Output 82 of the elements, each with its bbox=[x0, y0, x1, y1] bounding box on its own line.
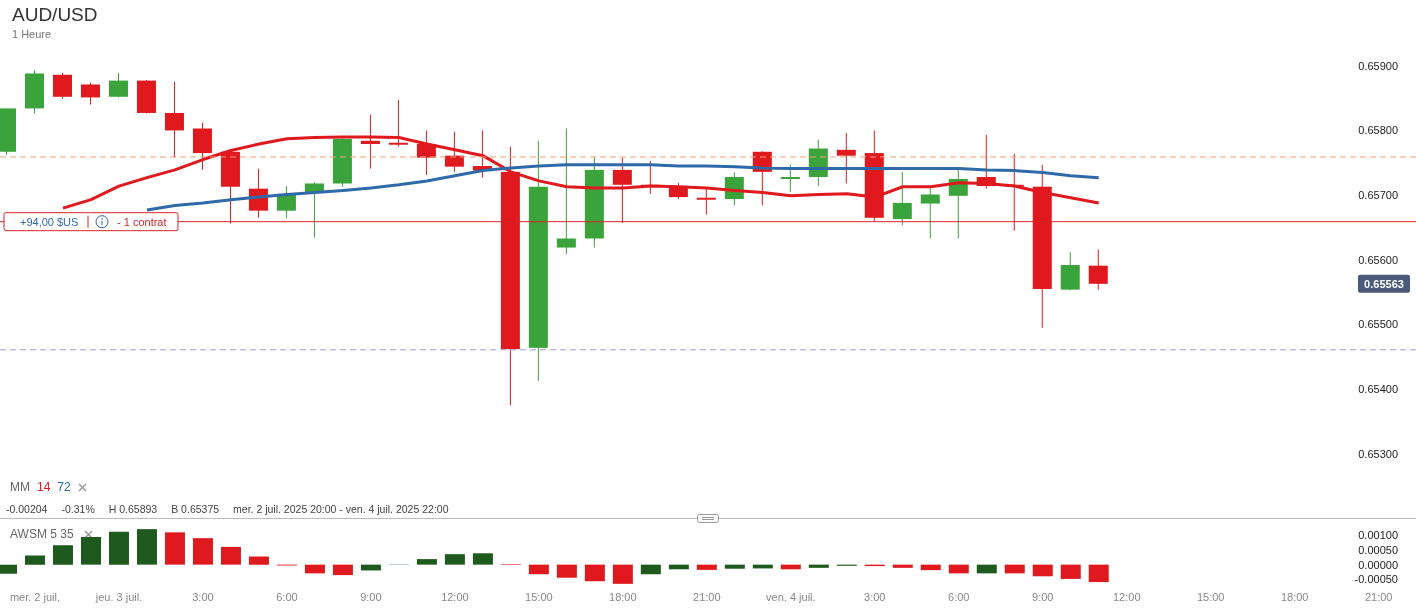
bar bbox=[52, 545, 73, 565]
bar bbox=[556, 564, 577, 578]
candlestick bbox=[836, 132, 856, 184]
candlestick bbox=[780, 164, 800, 193]
x-tick-label: 15:00 bbox=[1196, 590, 1225, 603]
bar bbox=[1060, 564, 1081, 579]
legend-title: MM bbox=[10, 480, 30, 494]
bar bbox=[444, 554, 465, 565]
bar bbox=[1004, 564, 1025, 574]
x-tick-label: 21:00 bbox=[1364, 590, 1393, 603]
text: B 0.65375 bbox=[171, 503, 220, 515]
text: AWSM 5 35 bbox=[10, 527, 74, 541]
bar bbox=[584, 564, 605, 582]
y-tick-label: 0.65500 bbox=[1358, 318, 1398, 331]
bar bbox=[304, 564, 325, 574]
y-tick-label: 0.65900 bbox=[1358, 59, 1398, 72]
x-tick-label: jeu. 3 juil. bbox=[94, 590, 143, 603]
y-tick-label: 0.65800 bbox=[1358, 124, 1398, 137]
x-tick-label: 21:00 bbox=[693, 590, 721, 603]
candlestick bbox=[556, 127, 576, 255]
text: H 0.65893 bbox=[108, 503, 158, 515]
x-tick-label: 12:00 bbox=[441, 590, 469, 603]
annotation: 0.65563 bbox=[1364, 277, 1404, 290]
bar bbox=[948, 564, 969, 574]
annotation: - 1 contrat bbox=[117, 215, 167, 228]
y-tick-label: 0.65300 bbox=[1358, 447, 1398, 460]
bar bbox=[25, 555, 45, 565]
y-tick-label: 0.00000 bbox=[1358, 558, 1398, 571]
bar bbox=[976, 564, 997, 574]
bar bbox=[416, 559, 437, 565]
bar bbox=[80, 537, 101, 565]
candlestick bbox=[52, 72, 72, 100]
bar bbox=[472, 553, 493, 565]
bar bbox=[528, 564, 549, 575]
x-tick-label: ven. 4 juil. bbox=[766, 590, 816, 603]
text: 72 bbox=[57, 480, 71, 494]
candlestick bbox=[1088, 249, 1108, 291]
bar bbox=[248, 556, 269, 565]
y-tick-label: 0.00100 bbox=[1358, 529, 1398, 542]
bar bbox=[640, 564, 661, 575]
bar bbox=[192, 538, 213, 565]
y-tick-label: 0.00050 bbox=[1358, 544, 1398, 556]
x-tick-label: 3:00 bbox=[864, 590, 886, 603]
bar bbox=[920, 564, 941, 571]
x-tick-label: 6:00 bbox=[948, 590, 970, 603]
bar bbox=[220, 546, 241, 565]
bar bbox=[808, 564, 829, 568]
x-tick-label: 6:00 bbox=[276, 590, 298, 603]
candlestick bbox=[164, 81, 184, 159]
y-tick-label: 0.65400 bbox=[1358, 383, 1398, 396]
ref-line-label: +94,00 $US bbox=[20, 215, 79, 228]
candlestick bbox=[108, 72, 128, 98]
bar bbox=[164, 532, 185, 565]
bar bbox=[724, 564, 745, 569]
y-tick-label: 0.65700 bbox=[1358, 189, 1398, 202]
text: 1 Heure bbox=[12, 28, 52, 40]
y-tick-label: 0.65600 bbox=[1358, 253, 1398, 266]
x-tick-label: 12:00 bbox=[1112, 590, 1141, 603]
bar bbox=[612, 564, 633, 584]
x-tick-label: 18:00 bbox=[1280, 590, 1309, 603]
x-tick-label: 3:00 bbox=[192, 590, 214, 603]
candlestick bbox=[920, 185, 940, 239]
x-tick-label: mer. 2 juil. bbox=[9, 590, 61, 603]
x-tick-label: 15:00 bbox=[525, 590, 553, 603]
x-tick-label: 9:00 bbox=[1032, 590, 1054, 603]
x-tick-label: 18:00 bbox=[609, 590, 637, 603]
bar bbox=[108, 531, 129, 565]
text: mer. 2 juil. 2025 20:00 - ven. 4 juil. 2025 22:00 bbox=[233, 503, 449, 515]
bar bbox=[332, 564, 353, 576]
bar bbox=[892, 564, 913, 568]
candlestick bbox=[892, 171, 912, 227]
bar bbox=[1032, 564, 1053, 577]
x-tick-label: 9:00 bbox=[360, 590, 382, 603]
chart-title: AUD/USD bbox=[12, 4, 98, 26]
text: -0.31% bbox=[61, 503, 95, 515]
text: -0.00204 bbox=[6, 503, 48, 515]
bar bbox=[136, 529, 157, 565]
text: 14 bbox=[37, 480, 51, 494]
y-tick-label: -0.00050 bbox=[1354, 573, 1398, 586]
bar bbox=[696, 564, 717, 570]
bar bbox=[1088, 564, 1109, 583]
candlestick bbox=[80, 82, 100, 106]
